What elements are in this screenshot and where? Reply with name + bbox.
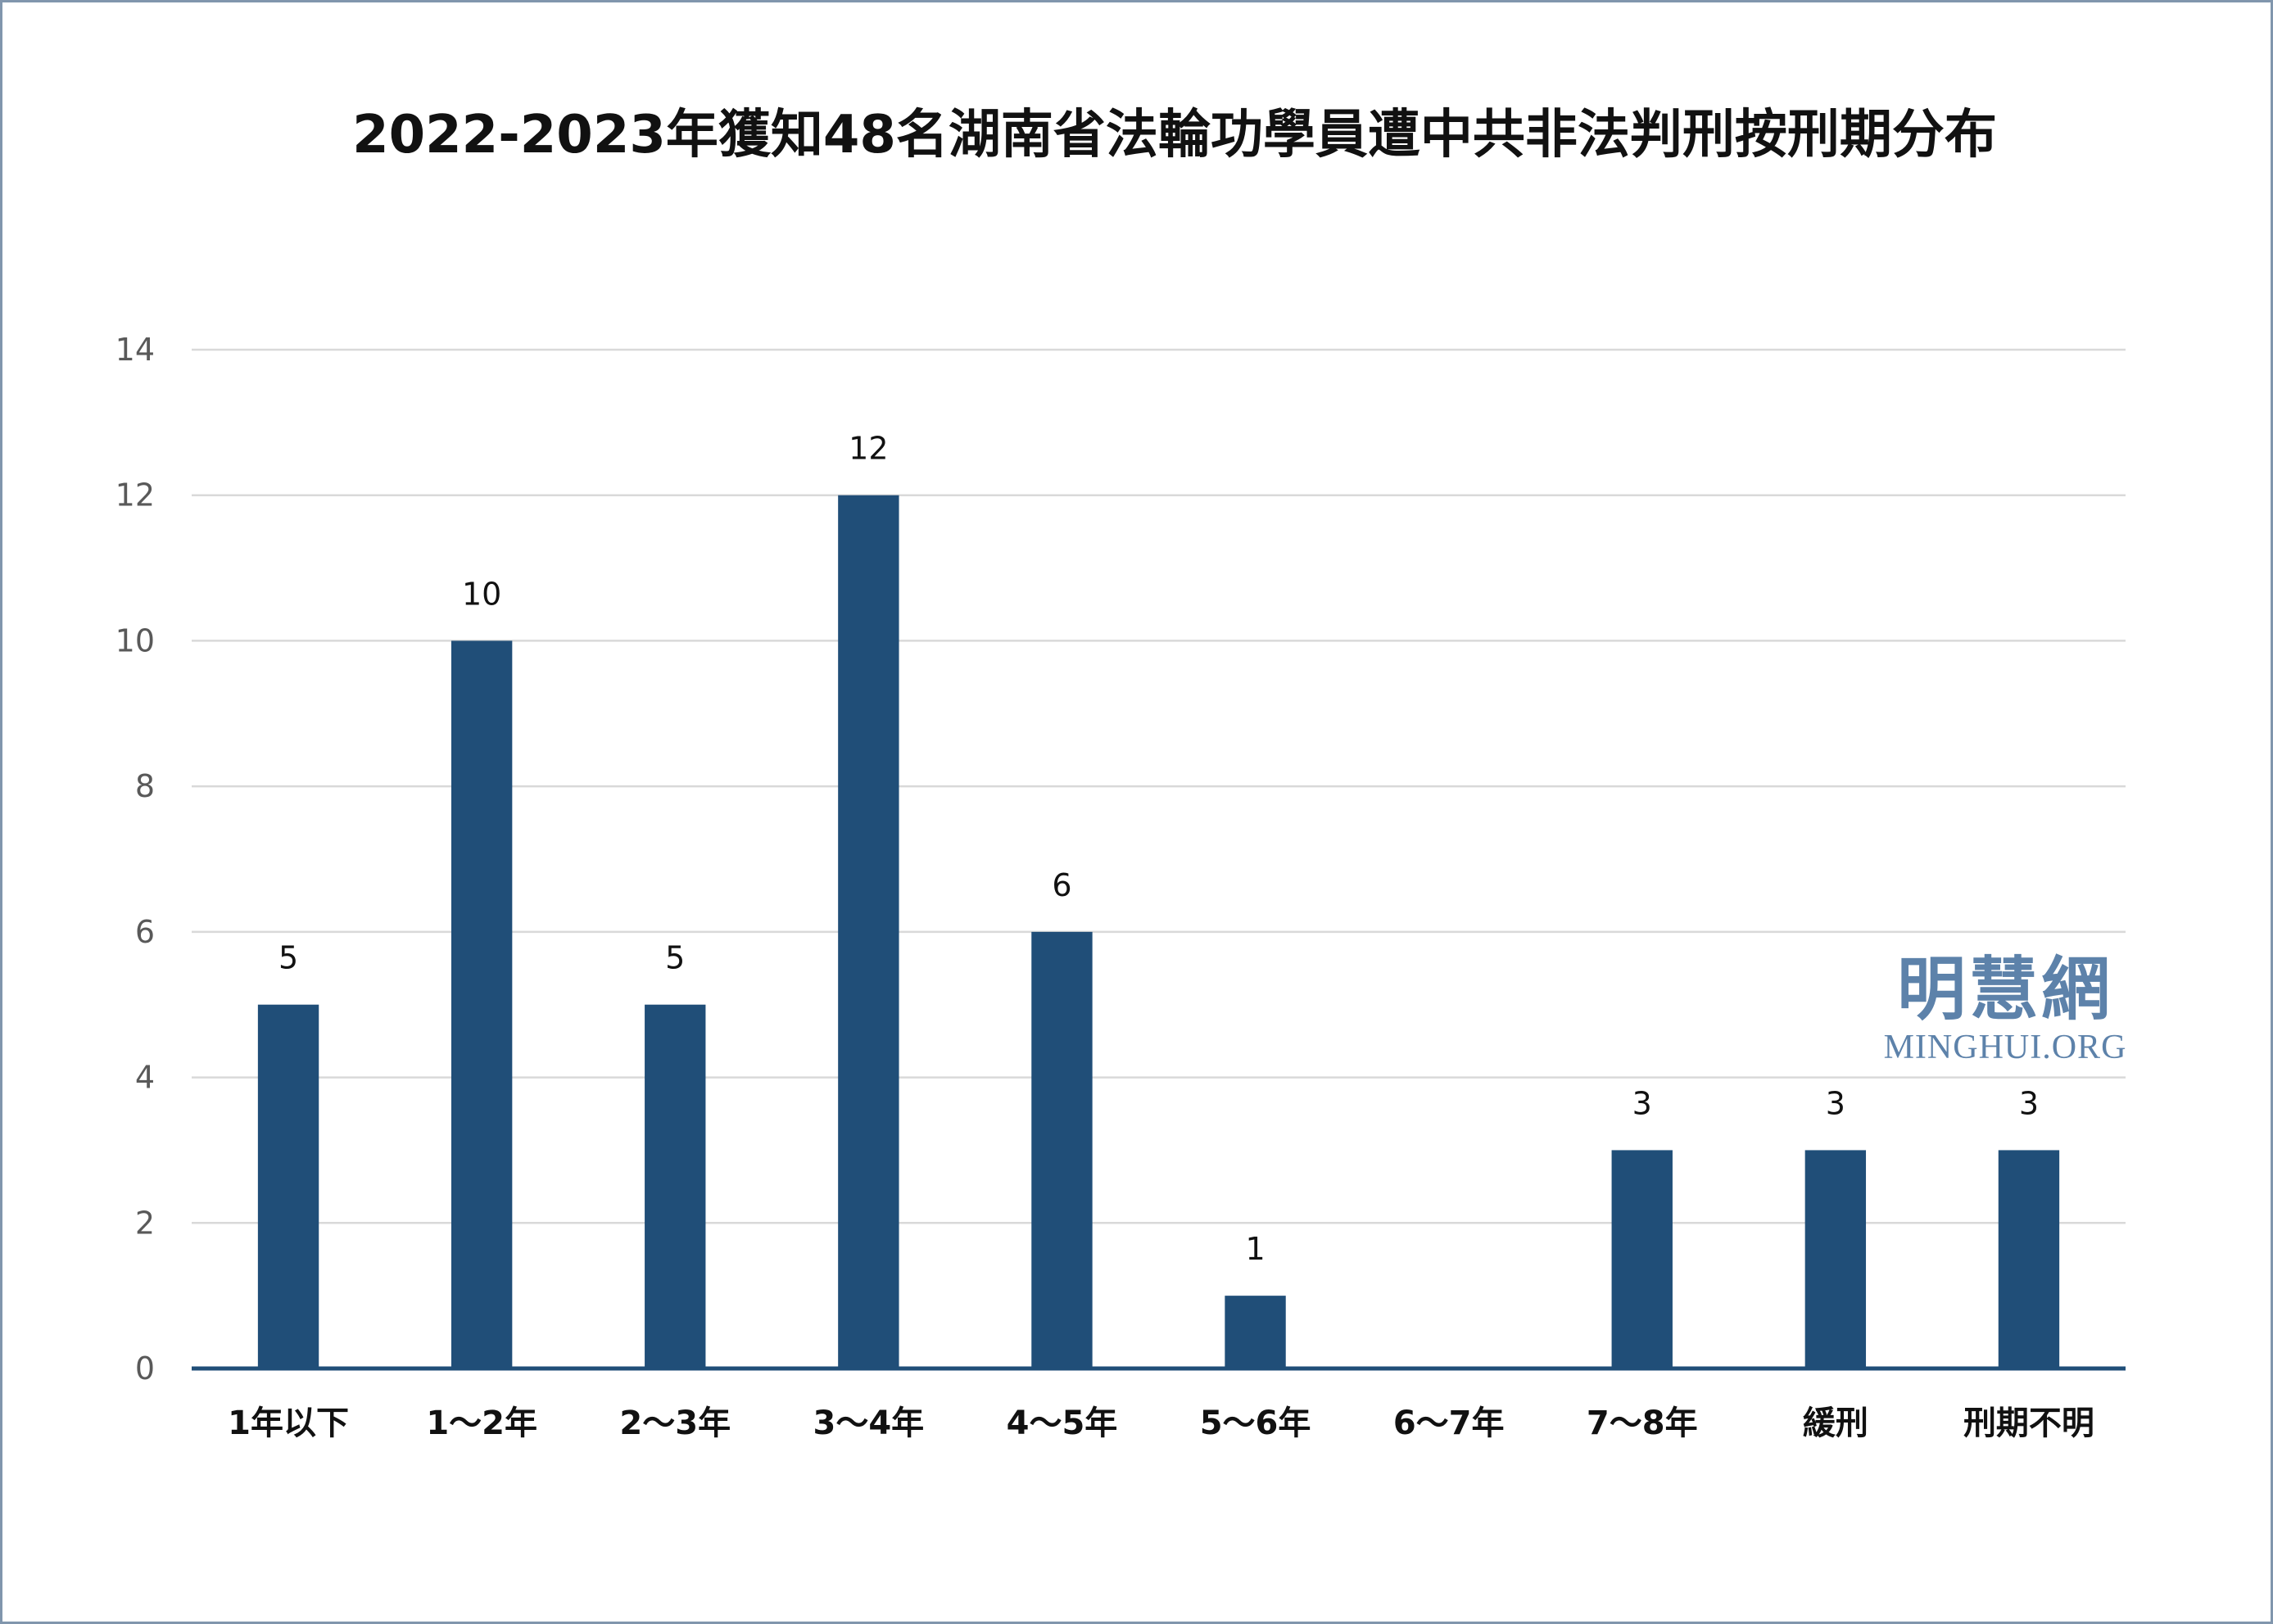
- x-tick-label-3: 3～4年: [813, 1405, 925, 1442]
- data-label-1: 10: [462, 576, 501, 612]
- data-label-3: 12: [849, 431, 888, 467]
- y-tick-label: 8: [135, 768, 155, 804]
- minghui-watermark-logo: 明慧網 MINGHUI.ORG: [1868, 948, 2143, 1067]
- bar-0: [257, 1004, 319, 1368]
- bar-8: [1804, 1150, 1867, 1368]
- x-tick-label-9: 刑期不明: [1963, 1405, 2094, 1442]
- data-label-5: 1: [1245, 1231, 1265, 1267]
- data-label-2: 5: [665, 940, 685, 976]
- y-tick-label: 6: [135, 914, 155, 950]
- data-label-0: 5: [278, 940, 298, 976]
- x-tick-label-7: 7～8年: [1587, 1405, 1698, 1442]
- x-tick-label-6: 6～7年: [1393, 1405, 1505, 1442]
- chart-title: 2022-2023年獲知48名湖南省法輪功學員遭中共非法判刑按刑期分布: [352, 105, 1997, 165]
- x-tick-label-5: 5～6年: [1200, 1405, 1311, 1442]
- y-tick-label: 12: [115, 477, 155, 513]
- bar-7: [1611, 1150, 1673, 1368]
- y-tick-label: 14: [115, 332, 155, 368]
- data-label-8: 3: [1826, 1085, 1845, 1121]
- x-tick-label-8: 緩刑: [1803, 1405, 1868, 1442]
- bar-5: [1225, 1296, 1286, 1368]
- y-tick-label: 0: [135, 1350, 155, 1387]
- data-label-7: 3: [1632, 1085, 1652, 1121]
- bar-3: [838, 495, 899, 1368]
- watermark-site-text: MINGHUI.ORG: [1883, 1029, 2127, 1066]
- bar-4: [1031, 931, 1093, 1368]
- x-tick-label-2: 2～3年: [619, 1405, 731, 1442]
- y-tick-label: 10: [115, 622, 155, 658]
- bar-1: [451, 640, 513, 1368]
- bar-2: [645, 1004, 706, 1368]
- x-tick-label-4: 4～5年: [1007, 1405, 1118, 1442]
- y-tick-label: 4: [135, 1060, 155, 1096]
- y-tick-label: 2: [135, 1205, 155, 1241]
- data-label-4: 6: [1052, 867, 1071, 903]
- x-tick-label-1: 1～2年: [426, 1405, 537, 1442]
- x-tick-label-0: 1年以下: [228, 1405, 349, 1442]
- watermark-logo-text: 明慧網: [1896, 948, 2113, 1029]
- data-label-9: 3: [2019, 1085, 2039, 1121]
- bar-9: [1998, 1150, 2060, 1368]
